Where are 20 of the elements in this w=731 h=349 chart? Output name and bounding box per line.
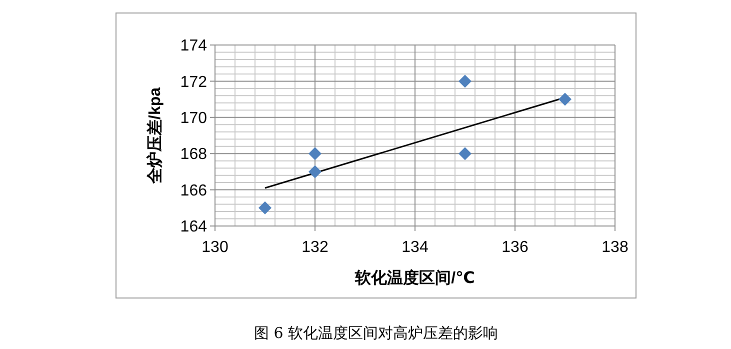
point xyxy=(458,147,472,160)
x-tick-label: 138 xyxy=(602,239,628,256)
x-tick-label: 130 xyxy=(202,239,228,256)
x-tick-label: 132 xyxy=(302,239,328,256)
y-axis-title: 全炉压差/kpa xyxy=(146,87,164,185)
point xyxy=(258,201,272,214)
x-axis-title: 软化温度区间/℃ xyxy=(354,268,475,287)
point xyxy=(458,74,472,88)
y-tick-label: 164 xyxy=(180,218,208,236)
y-tick-label: 172 xyxy=(180,74,208,91)
y-tick-label: 166 xyxy=(180,182,208,200)
x-tick-label: 136 xyxy=(502,239,528,256)
x-tick-label: 134 xyxy=(402,239,428,256)
y-tick-label: 168 xyxy=(180,146,208,164)
point xyxy=(308,147,322,160)
y-tick-label: 174 xyxy=(180,38,208,55)
point xyxy=(558,92,572,106)
caption: 图 6 软化温度区间对高炉压差的影响 xyxy=(254,324,498,342)
y-tick-label: 170 xyxy=(180,110,208,127)
point xyxy=(308,165,322,178)
